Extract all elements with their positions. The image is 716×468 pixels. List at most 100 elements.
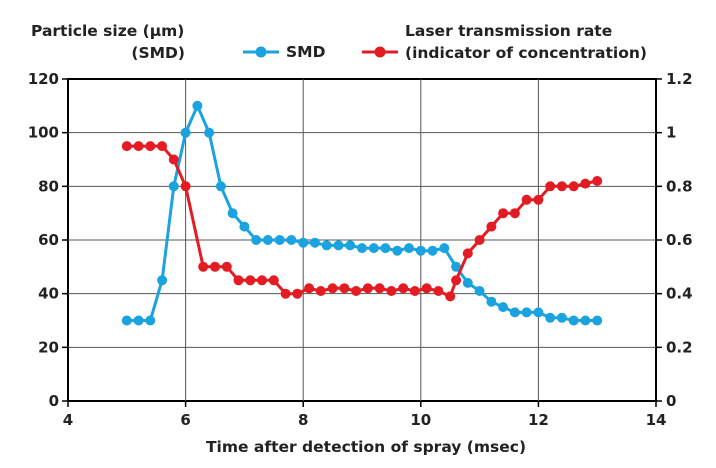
series-laser-point [486, 221, 497, 232]
series-smd-point [533, 307, 544, 318]
right-axis-title-line1: Laser transmission rate [405, 22, 612, 40]
x-tick-label: 8 [298, 411, 308, 429]
y-left-tick-label: 20 [38, 338, 59, 356]
series-smd-point [204, 127, 215, 138]
series-laser-line [126, 144, 598, 298]
series-smd-point [486, 296, 497, 307]
x-tick-label: 12 [528, 411, 549, 429]
series-smd-point [251, 235, 262, 245]
series-laser-point [233, 275, 244, 286]
series-laser-point [133, 141, 144, 152]
tick-labels: 4 6 8 10 12 1402040608010012000.20.40.60.811.… [28, 70, 693, 429]
series-laser-point [521, 194, 532, 205]
series-smd-point [333, 240, 344, 251]
series-laser-point [509, 208, 520, 219]
x-tick-label: 4 [63, 411, 73, 429]
y-left-tick-label: 40 [38, 285, 59, 303]
series-laser-point [268, 275, 279, 286]
series-smd-point [404, 243, 414, 254]
series-laser-point [180, 181, 191, 192]
series-smd-point [498, 302, 509, 313]
y-left-tick-label: 100 [28, 124, 59, 142]
series-laser-point [580, 178, 591, 189]
series-laser-point [498, 208, 509, 219]
series-smd-point [451, 261, 462, 272]
series-smd-point [415, 245, 426, 256]
legend-laser-marker [374, 46, 386, 58]
series-laser-point [445, 291, 456, 302]
series-laser-point [545, 181, 556, 192]
series-smd-point [192, 100, 203, 111]
series-laser-point [304, 283, 315, 294]
series-smd-point [474, 286, 485, 296]
y-left-tick-label: 0 [49, 392, 59, 410]
series-laser-point [145, 141, 156, 152]
gridlines [62, 78, 662, 407]
series-laser-point [533, 194, 544, 205]
series-laser-point [451, 275, 462, 286]
y-right-tick-label: 1.2 [666, 70, 693, 88]
series-laser-point [433, 286, 444, 296]
series-smd-point [427, 245, 438, 256]
series-laser-point [168, 154, 179, 165]
series-smd-point [439, 243, 450, 254]
series-smd-point [298, 237, 309, 248]
series-laser-point [121, 141, 132, 152]
series-laser-point [339, 283, 350, 294]
series-smd-point [121, 315, 132, 326]
series-laser-point [280, 288, 291, 299]
series-laser-point [398, 283, 409, 294]
series-smd-point [227, 208, 238, 219]
y-left-tick-label: 80 [38, 177, 59, 195]
series-laser-point [421, 283, 432, 294]
y-right-tick-label: 0.4 [666, 285, 693, 303]
left-axis-title-line1: Particle size (µm) [31, 22, 184, 40]
series-smd-point [380, 243, 391, 254]
x-tick-label: 14 [646, 411, 667, 429]
x-tick-label: 6 [180, 411, 190, 429]
series-laser-point [409, 286, 420, 296]
x-axis-title: Time after detection of spray (msec) [206, 438, 526, 456]
series-laser-point [556, 181, 567, 192]
series-smd-point [368, 243, 379, 254]
y-left-tick-label: 120 [28, 70, 59, 88]
series-laser [121, 141, 603, 302]
y-right-tick-label: 0 [666, 392, 676, 410]
series-smd-point [274, 235, 285, 245]
series-smd-point [215, 181, 226, 192]
series-laser-point [474, 235, 485, 245]
series-laser-point [210, 261, 220, 272]
series-smd-point [545, 312, 556, 323]
series-smd-point [392, 245, 403, 256]
series-smd-point [509, 307, 520, 318]
series-laser-point [568, 181, 579, 192]
left-axis-title-line2: (SMD) [131, 44, 185, 62]
series-smd [121, 100, 603, 326]
y-right-tick-label: 1 [666, 124, 676, 142]
series-laser-point [374, 283, 385, 294]
legend-smd-marker [255, 46, 267, 58]
series-laser-point [157, 141, 168, 152]
series-smd-point [521, 307, 532, 318]
legend: SMD [243, 43, 398, 61]
series-smd-point [286, 235, 297, 245]
series-laser-point [462, 248, 473, 259]
right-axis-title-line2: (indicator of concentration) [405, 44, 647, 62]
y-right-tick-label: 0.6 [666, 231, 693, 249]
series-smd-point [133, 315, 144, 326]
series-laser-point [386, 286, 397, 296]
series-smd-point [157, 275, 168, 286]
series-laser-point [198, 261, 209, 272]
series-smd-point [568, 315, 579, 326]
series-smd-point [556, 312, 567, 323]
series-smd-point [592, 315, 603, 326]
series-laser-point [592, 176, 603, 186]
series-layer [121, 100, 603, 326]
series-smd-point [345, 240, 356, 251]
series-smd-point [321, 240, 332, 251]
series-smd-point [357, 243, 367, 254]
series-laser-point [327, 283, 338, 294]
series-smd-point [580, 315, 591, 326]
series-laser-point [315, 286, 326, 296]
